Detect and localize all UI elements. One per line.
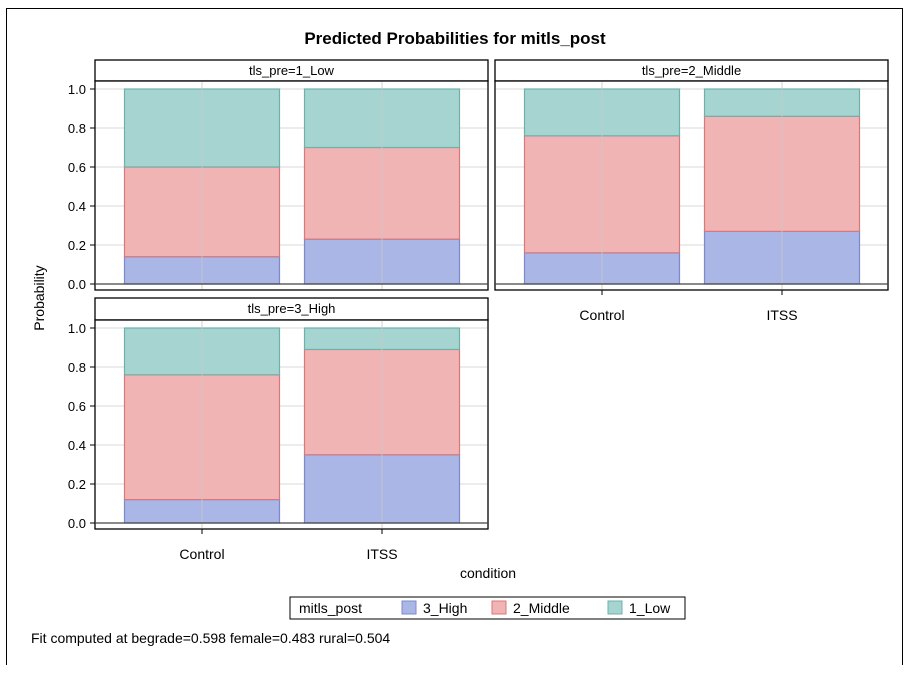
legend-swatch [401,600,417,615]
y-tick-label: 0.4 [68,199,86,214]
legend-label: 3_High [423,600,467,616]
panel: tls_pre=1_Low 0.0 0.2 0.4 0.6 0.8 1.0 [68,59,489,292]
x-tick-label: Control [579,307,624,323]
x-tick-label: ITSS [366,546,397,562]
y-tick-label: 0.8 [68,360,86,375]
legend-title: mitls_post [299,600,362,616]
x-tick-label: ITSS [766,307,797,323]
panel: tls_pre=3_High 0.0 0.2 0.4 0.6 0.8 1.0 Control I… [68,297,489,562]
panel-label: tls_pre=1_Low [249,63,335,78]
x-tick-label: Control [179,546,224,562]
y-tick-label: 0.8 [68,121,86,136]
y-axis-label: Probability [31,265,47,330]
y-tick-label: 0.2 [68,477,86,492]
legend-swatch [607,600,623,615]
y-tick-label: 0.0 [68,516,86,531]
y-tick-label: 0.6 [68,160,86,175]
y-tick-label: 0.2 [68,238,86,253]
y-tick-label: 0.0 [68,277,86,292]
legend-label: 2_Middle [513,600,570,616]
panel: tls_pre=2_Middle Control ITSS [494,59,889,323]
y-tick-label: 0.6 [68,399,86,414]
figure-frame [6,8,903,665]
legend-box [289,596,686,620]
legend-swatch [491,600,507,615]
panels: tls_pre=1_Low 0.0 0.2 0.4 0.6 0.8 1.0 tls_pre=2… [68,59,889,562]
legend-label: 1_Low [629,600,671,616]
y-tick-label: 1.0 [68,321,86,336]
legend: mitls_post 3_High 2_Middle 1_Low [289,596,686,620]
chart-title: Predicted Probabilities for mitls_post [304,29,606,48]
y-tick-label: 0.4 [68,438,86,453]
panel-label: tls_pre=3_High [248,301,336,316]
footnote: Fit computed at begrade=0.598 female=0.4… [31,630,390,646]
x-axis-label: condition [460,565,516,581]
y-tick-label: 1.0 [68,82,86,97]
panel-label: tls_pre=2_Middle [642,63,741,78]
